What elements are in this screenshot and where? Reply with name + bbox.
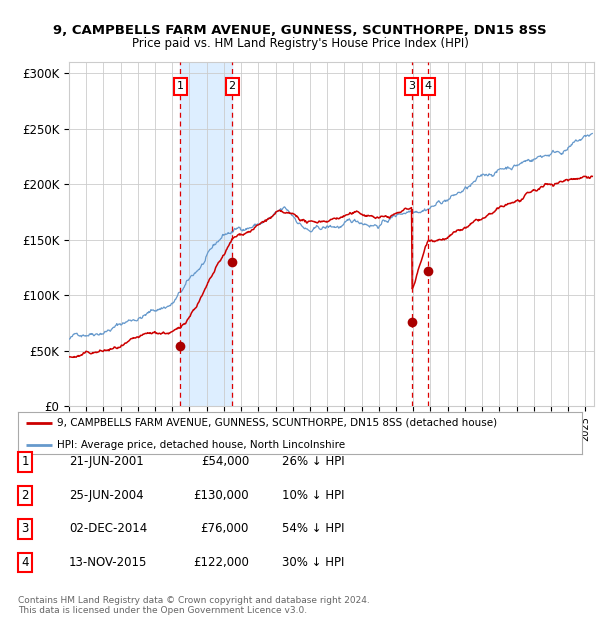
Text: £54,000: £54,000 (201, 456, 249, 468)
Text: 2: 2 (229, 81, 236, 91)
Text: 13-NOV-2015: 13-NOV-2015 (69, 556, 148, 569)
Text: 4: 4 (425, 81, 432, 91)
Text: 02-DEC-2014: 02-DEC-2014 (69, 523, 147, 535)
Text: 10% ↓ HPI: 10% ↓ HPI (282, 489, 344, 502)
Text: 26% ↓ HPI: 26% ↓ HPI (282, 456, 344, 468)
Bar (181, 62, 232, 406)
Text: 3: 3 (409, 81, 415, 91)
Text: 21-JUN-2001: 21-JUN-2001 (69, 456, 144, 468)
Text: 9, CAMPBELLS FARM AVENUE, GUNNESS, SCUNTHORPE, DN15 8SS: 9, CAMPBELLS FARM AVENUE, GUNNESS, SCUNT… (53, 24, 547, 37)
Text: 54% ↓ HPI: 54% ↓ HPI (282, 523, 344, 535)
Text: 9, CAMPBELLS FARM AVENUE, GUNNESS, SCUNTHORPE, DN15 8SS (detached house): 9, CAMPBELLS FARM AVENUE, GUNNESS, SCUNT… (58, 418, 497, 428)
Text: £122,000: £122,000 (193, 556, 249, 569)
Text: 1: 1 (177, 81, 184, 91)
Text: Contains HM Land Registry data © Crown copyright and database right 2024.
This d: Contains HM Land Registry data © Crown c… (18, 596, 370, 615)
Text: £76,000: £76,000 (200, 523, 249, 535)
Text: 30% ↓ HPI: 30% ↓ HPI (282, 556, 344, 569)
Text: 2: 2 (22, 489, 29, 502)
Text: 3: 3 (22, 523, 29, 535)
Text: 1: 1 (22, 456, 29, 468)
Text: Price paid vs. HM Land Registry's House Price Index (HPI): Price paid vs. HM Land Registry's House … (131, 37, 469, 50)
Text: 25-JUN-2004: 25-JUN-2004 (69, 489, 143, 502)
Text: £130,000: £130,000 (193, 489, 249, 502)
Text: 4: 4 (22, 556, 29, 569)
Text: HPI: Average price, detached house, North Lincolnshire: HPI: Average price, detached house, Nort… (58, 440, 346, 450)
